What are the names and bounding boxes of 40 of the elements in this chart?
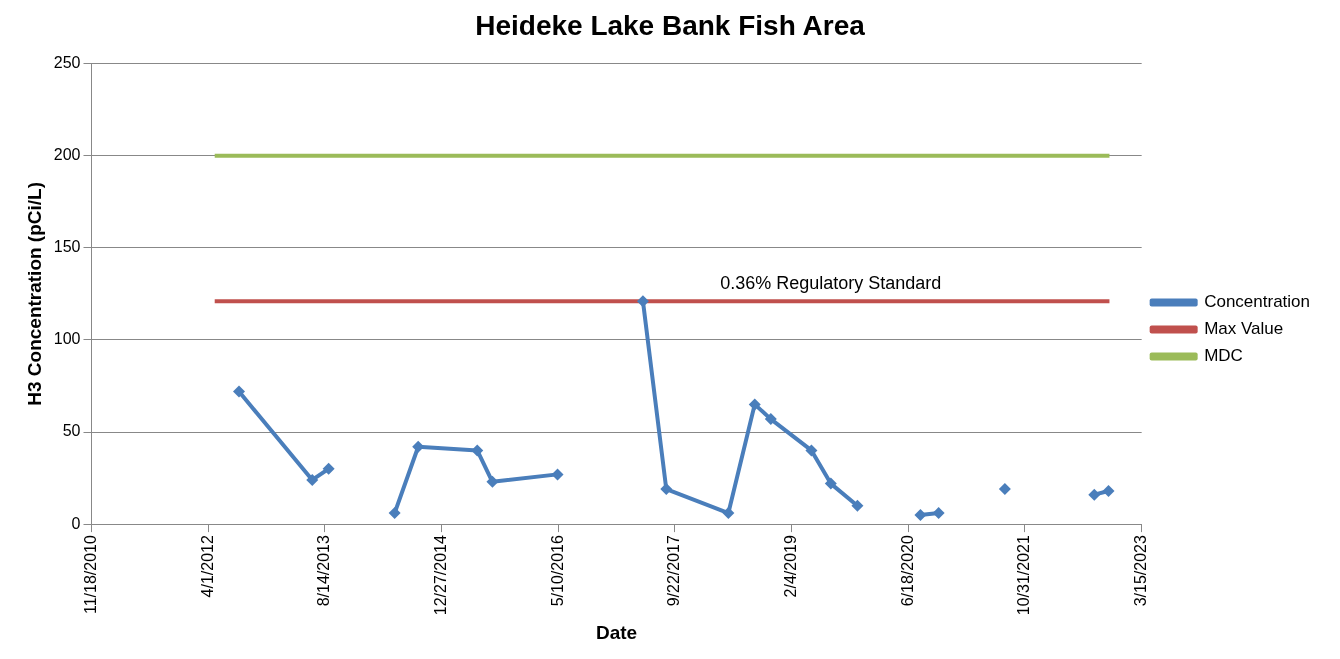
x-tick-label: 8/14/2013 — [315, 535, 333, 607]
point — [932, 507, 945, 520]
point — [914, 508, 927, 521]
y-axis-title: H3 Concentration (pCi/L) — [23, 181, 45, 406]
point — [998, 483, 1011, 496]
x-tick-label: 5/10/2016 — [548, 535, 566, 607]
legend-label: Concentration — [1204, 292, 1310, 312]
legend-label: Max Value — [1204, 319, 1284, 339]
y-tick-label: 250 — [53, 54, 81, 72]
point — [232, 385, 245, 398]
point — [1088, 488, 1101, 501]
point — [764, 413, 777, 426]
x-tick-label: 11/18/2010 — [81, 535, 99, 615]
point — [748, 398, 761, 411]
y-tick-label: 100 — [53, 330, 81, 348]
point — [805, 444, 818, 457]
x-tick-label: 12/27/2014 — [431, 535, 449, 616]
x-tick-label: 2/4/2019 — [782, 535, 800, 598]
y-tick-label: 200 — [53, 146, 81, 164]
x-tick-label: 10/31/2021 — [1015, 535, 1033, 616]
chart-title: Heideke Lake Bank Fish Area — [475, 9, 866, 41]
point — [851, 499, 864, 512]
x-axis-title: Date — [595, 621, 638, 643]
annotation: 0.36% Regulatory Standard — [720, 273, 942, 294]
y-tick-label: 150 — [53, 238, 81, 256]
point — [722, 507, 735, 520]
point — [1102, 484, 1115, 497]
point — [388, 507, 401, 520]
y-tick-label: 0 — [71, 514, 81, 532]
point — [636, 295, 649, 308]
legend-label: MDC — [1204, 346, 1243, 366]
x-tick-label: 6/18/2020 — [898, 535, 916, 607]
y-tick-label: 50 — [62, 422, 81, 440]
x-tick-label: 9/22/2017 — [665, 535, 683, 607]
x-tick-label: 3/15/2023 — [1132, 535, 1150, 607]
point — [824, 477, 837, 490]
point — [306, 473, 319, 486]
x-tick-label: 4/1/2012 — [198, 535, 216, 598]
point — [660, 483, 673, 496]
point — [322, 462, 335, 475]
